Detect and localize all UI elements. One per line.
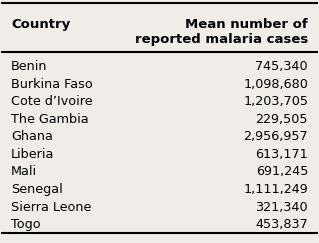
Text: 453,837: 453,837	[256, 218, 308, 231]
Text: Mean number of
reported malaria cases: Mean number of reported malaria cases	[135, 18, 308, 46]
Text: The Gambia: The Gambia	[11, 113, 88, 126]
Text: 691,245: 691,245	[256, 165, 308, 178]
Text: 613,171: 613,171	[256, 148, 308, 161]
Text: Burkina Faso: Burkina Faso	[11, 78, 93, 91]
Text: Ghana: Ghana	[11, 130, 53, 143]
Text: Sierra Leone: Sierra Leone	[11, 200, 91, 214]
Text: Mali: Mali	[11, 165, 37, 178]
Text: Cote d’Ivoire: Cote d’Ivoire	[11, 95, 93, 108]
Text: 1,098,680: 1,098,680	[243, 78, 308, 91]
Text: Country: Country	[11, 18, 70, 31]
Text: 321,340: 321,340	[256, 200, 308, 214]
Text: Liberia: Liberia	[11, 148, 54, 161]
Text: Benin: Benin	[11, 60, 48, 73]
Text: Togo: Togo	[11, 218, 41, 231]
Text: 745,340: 745,340	[256, 60, 308, 73]
Text: 229,505: 229,505	[256, 113, 308, 126]
Text: Senegal: Senegal	[11, 183, 63, 196]
Text: 2,956,957: 2,956,957	[243, 130, 308, 143]
Text: 1,111,249: 1,111,249	[243, 183, 308, 196]
Text: 1,203,705: 1,203,705	[243, 95, 308, 108]
